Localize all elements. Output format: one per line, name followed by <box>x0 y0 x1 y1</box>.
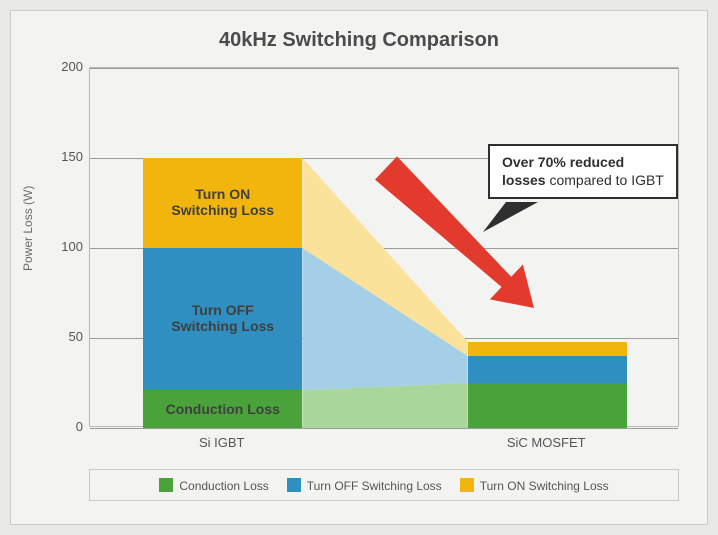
y-tick-label: 150 <box>43 149 83 164</box>
legend: Conduction Loss Turn OFF Switching Loss Tu… <box>89 469 679 501</box>
legend-item: Conduction Loss <box>159 478 268 493</box>
callout-pointer <box>90 68 680 428</box>
y-axis-label: Power Loss (W) <box>21 186 35 271</box>
chart-frame: 40kHz Switching Comparison Power Loss (W… <box>10 10 708 525</box>
plot-area: Conduction LossTurn OFFSwitching LossTur… <box>89 67 679 427</box>
y-tick-label: 200 <box>43 59 83 74</box>
legend-label: Turn ON Switching Loss <box>480 479 609 493</box>
legend-label: Turn OFF Switching Loss <box>307 479 442 493</box>
legend-item: Turn OFF Switching Loss <box>287 478 442 493</box>
legend-swatch <box>159 478 173 492</box>
legend-label: Conduction Loss <box>179 479 268 493</box>
legend-item: Turn ON Switching Loss <box>460 478 609 493</box>
chart-title: 40kHz Switching Comparison <box>11 29 707 52</box>
legend-swatch <box>460 478 474 492</box>
y-tick-label: 50 <box>43 329 83 344</box>
y-tick-label: 0 <box>43 419 83 434</box>
y-tick-label: 100 <box>43 239 83 254</box>
category-label: Si IGBT <box>142 435 302 450</box>
legend-swatch <box>287 478 301 492</box>
gridline <box>90 428 678 429</box>
category-label: SiC MOSFET <box>466 435 626 450</box>
